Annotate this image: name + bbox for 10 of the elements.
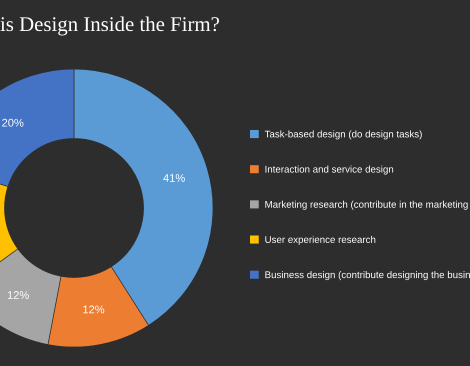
legend-label: Business design (contribute designing the busin — [265, 271, 470, 280]
legend-label: User experience research — [265, 236, 376, 245]
data-label: 12% — [8, 291, 29, 299]
chart-title: is Design Inside the Firm? — [0, 16, 220, 36]
data-label: 20% — [2, 118, 24, 127]
legend-label: Task-based design (do design tasks) — [264, 130, 422, 140]
data-label: 41% — [163, 174, 185, 182]
legend-label: Interaction and service design — [265, 166, 394, 175]
legend-label: Marketing research (contribute in the marketing — [265, 200, 468, 210]
data-label: 12% — [83, 306, 104, 314]
